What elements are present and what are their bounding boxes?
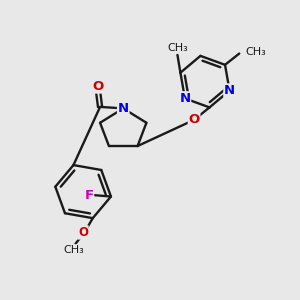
- Text: N: N: [179, 92, 191, 105]
- Text: CH₃: CH₃: [167, 43, 188, 53]
- Text: O: O: [188, 113, 200, 126]
- Text: CH₃: CH₃: [246, 47, 267, 57]
- Text: CH₃: CH₃: [64, 244, 84, 255]
- Text: O: O: [92, 80, 104, 93]
- Text: F: F: [84, 188, 94, 202]
- Text: N: N: [224, 84, 235, 97]
- Text: O: O: [78, 226, 88, 239]
- Text: N: N: [118, 102, 129, 115]
